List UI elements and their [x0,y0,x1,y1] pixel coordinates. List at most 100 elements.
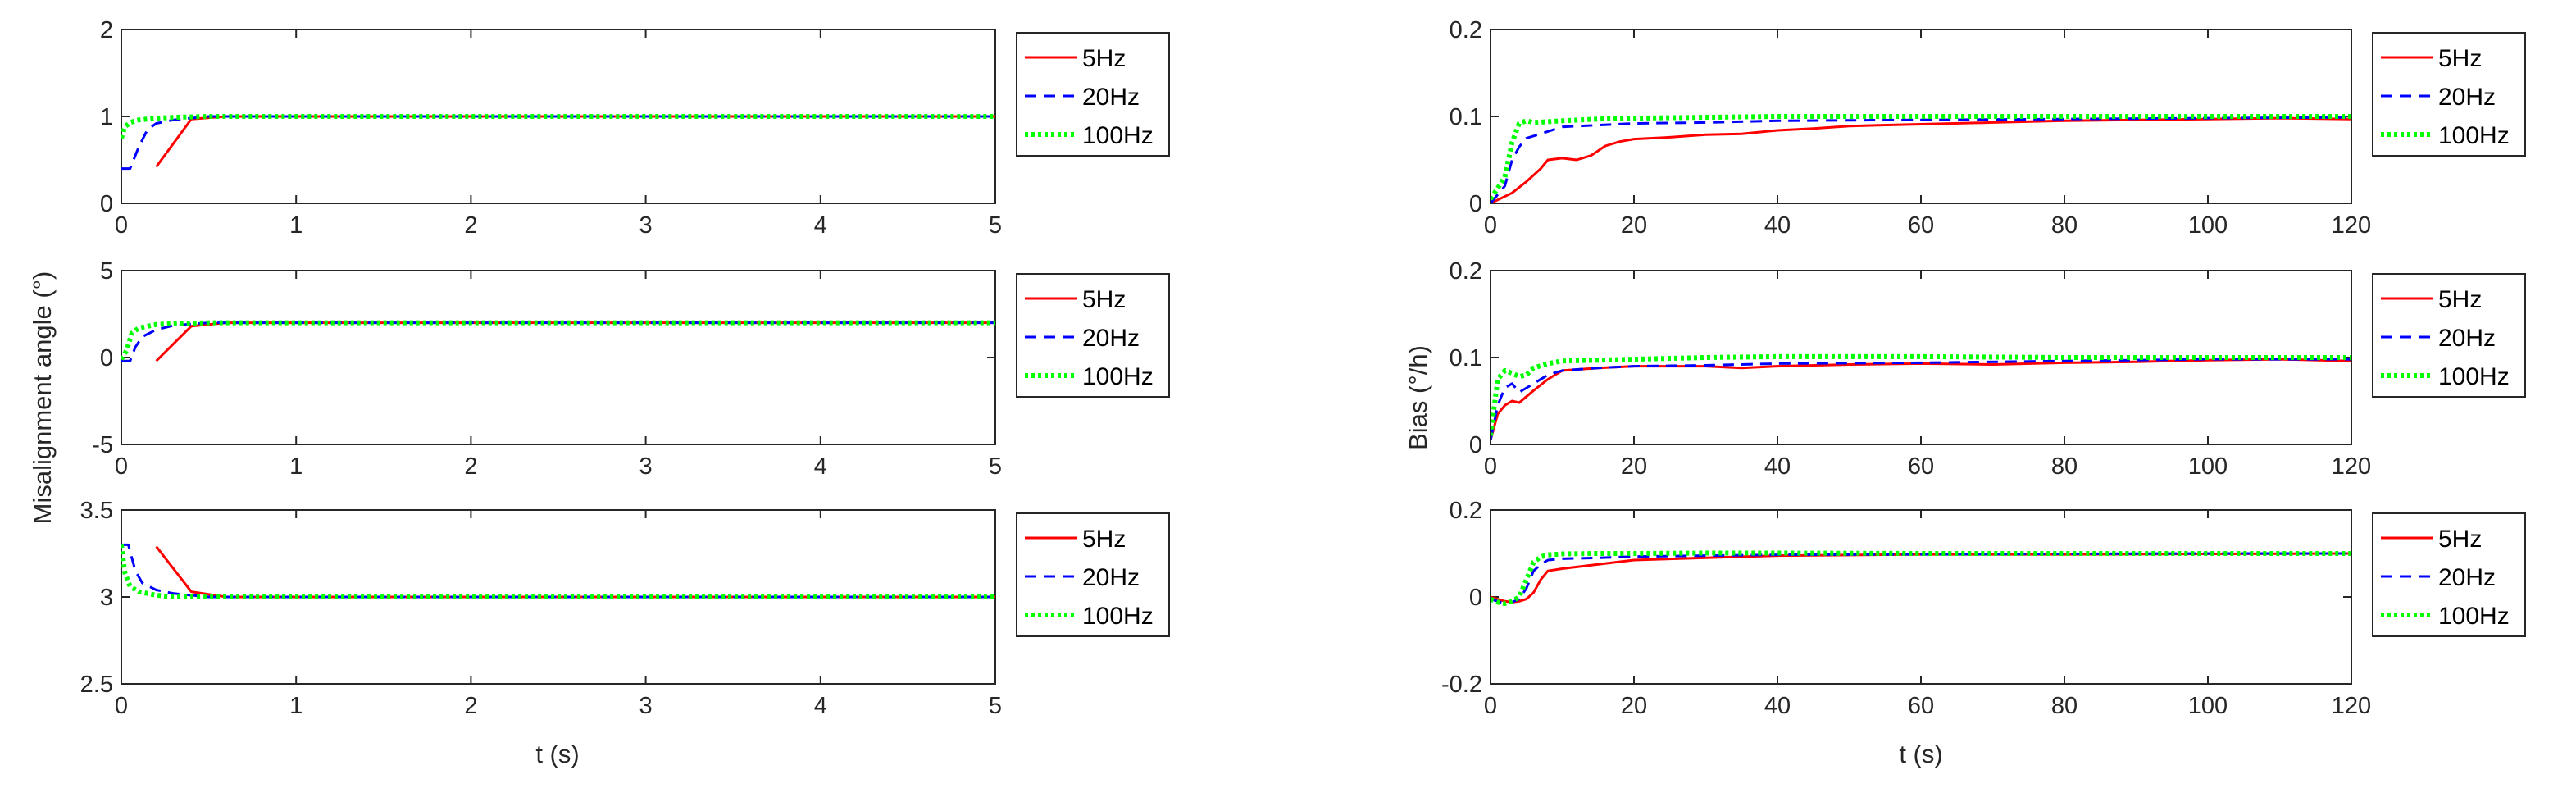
x-tick-label: 40 [1764,693,1791,719]
legend-label-100hz: 100Hz [2438,122,2510,149]
x-tick-label: 20 [1621,212,1647,239]
x-tick-label: 0 [1484,693,1497,719]
y-tick-label: 3 [100,585,113,611]
series-line-100hz [121,320,995,361]
x-tick-label: 2 [464,693,477,719]
x-tick-label: 20 [1621,693,1647,719]
plot-area [1490,29,2352,204]
legend-label-5hz: 5Hz [1082,45,1126,72]
series-line-20hz [1491,358,2351,441]
plot-area [121,270,996,445]
legend-box [1016,273,1170,398]
legend: 5Hz 20Hz 100Hz [1016,512,1170,637]
y-tick-label: 0.1 [1450,104,1482,130]
x-tick-label: 5 [989,212,1002,239]
x-tick-label: 5 [989,453,1002,480]
legend-label-100hz: 100Hz [2438,603,2510,630]
plot-area [1490,270,2352,445]
series-group [1491,550,2351,606]
y-tick-label: 0.2 [1450,258,1482,285]
series-group [1491,353,2351,441]
x-tick-label: 3 [639,453,653,480]
x-tick-label: 20 [1621,453,1647,480]
series-line-100hz [1491,114,2351,201]
legend-label-20hz: 20Hz [2438,84,2496,111]
legend: 5Hz 20Hz 100Hz [2372,512,2526,637]
y-tick-label: 0 [1469,191,1482,217]
y-tick-label: 0 [100,345,113,371]
legend-label-100hz: 100Hz [2438,363,2510,390]
legend-label-5hz: 5Hz [2438,526,2482,553]
legend: 5Hz 20Hz 100Hz [2372,273,2526,398]
y-tick-label: 5 [100,258,113,285]
series-line-20hz [1491,116,2351,203]
y-tick-label: 1 [100,104,113,130]
x-tick-label: 60 [1908,212,1934,239]
legend-label-5hz: 5Hz [1082,286,1126,313]
y-tick-label: 0 [100,191,113,217]
x-tick-label: 1 [289,212,303,239]
x-tick-label: 5 [989,693,1002,719]
x-tick-label: 1 [289,453,303,480]
series-line-100hz [121,114,995,139]
legend-label-100hz: 100Hz [1082,363,1154,390]
x-tick-label: 80 [2051,212,2078,239]
legend-box [2372,512,2526,637]
x-tick-label: 1 [289,693,303,719]
plot-area [1490,509,2352,685]
series-line-100hz [1491,353,2351,436]
subplot-r2: 0 20 40 60 80 100 120 0 0.1 0.2 5Hz 20Hz 100Hz [1450,258,2526,480]
x-tick-label: 2 [464,453,477,480]
x-tick-label: 60 [1908,453,1934,480]
series-line-20hz [121,115,995,171]
y-tick-label: 0 [1469,432,1482,458]
y-tick-label: 3.5 [80,498,113,524]
series-group [1491,114,2351,203]
x-tick-label: 0 [115,453,128,480]
legend-label-20hz: 20Hz [1082,325,1140,352]
x-tick-label: 3 [639,693,653,719]
legend-label-20hz: 20Hz [1082,564,1140,591]
legend-label-5hz: 5Hz [2438,45,2482,72]
y-tick-label: -0.2 [1441,672,1482,698]
y-tick-label: 0 [1469,585,1482,611]
x-tick-label: 3 [639,212,653,239]
x-tick-label: 100 [2188,693,2228,719]
x-tick-label: 0 [115,693,128,719]
y-tick-label: -5 [92,432,113,458]
x-tick-label: 0 [115,212,128,239]
series-line-20hz [121,543,995,599]
y-tick-label: 0.1 [1450,345,1482,371]
legend: 5Hz 20Hz 100Hz [1016,32,1170,157]
x-tick-label: 0 [1484,212,1497,239]
x-tick-label: 2 [464,212,477,239]
x-tick-label: 120 [2332,212,2371,239]
x-tick-label: 80 [2051,453,2078,480]
legend-label-5hz: 5Hz [1082,526,1126,553]
x-tick-label: 100 [2188,212,2228,239]
legend-label-100hz: 100Hz [1082,603,1154,630]
x-tick-label: 120 [2332,693,2371,719]
legend-box [1016,32,1170,157]
legend-label-20hz: 20Hz [2438,564,2496,591]
x-tick-label: 120 [2332,453,2371,480]
subplot-r1: 0 20 40 60 80 100 120 0 0.1 0.2 5Hz 20Hz 100Hz [1450,17,2526,239]
x-tick-label: 40 [1764,212,1791,239]
series-group [121,543,995,599]
series-group [121,114,995,171]
series-line-100hz [121,544,995,599]
subplot-l3: 0 1 2 3 4 5 2.5 3 3.5 5Hz 20Hz 100Hz [80,498,1170,719]
left-xlabel: t (s) [535,740,579,768]
y-tick-label: 2 [100,17,113,43]
x-tick-label: 4 [814,212,827,239]
series-group [121,320,995,362]
x-tick-label: 0 [1484,453,1497,480]
left-ylabel: Misalignment angle (°) [28,271,57,525]
legend: 5Hz 20Hz 100Hz [1016,273,1170,398]
legend-label-100hz: 100Hz [1082,122,1154,149]
x-tick-label: 40 [1764,453,1791,480]
y-tick-label: 0.2 [1450,498,1482,524]
y-tick-label: 0.2 [1450,17,1482,43]
